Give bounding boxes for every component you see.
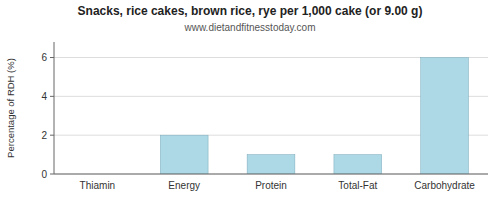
y-axis-label: Percentage of RDH (%) — [5, 58, 16, 158]
x-tick-label: Carbohydrate — [414, 180, 475, 191]
bar — [247, 155, 295, 174]
title: Snacks, rice cakes, brown rice, rye per … — [78, 4, 423, 18]
x-tick-label: Protein — [255, 180, 287, 191]
y-tick — [50, 57, 54, 58]
chart-container: Snacks, rice cakes, brown rice, rye per … — [0, 0, 500, 200]
bars — [160, 58, 468, 174]
chart-svg: Snacks, rice cakes, brown rice, rye per … — [0, 0, 500, 200]
bar — [334, 155, 382, 174]
bar — [160, 135, 208, 174]
y-tick — [50, 96, 54, 97]
y-tick-label: 4 — [41, 91, 47, 102]
x-axis-line — [54, 174, 488, 175]
y-tick — [50, 135, 54, 136]
y-grid — [54, 58, 488, 174]
x-tick-label: Thiamin — [80, 180, 116, 191]
y-tick-label: 6 — [41, 52, 47, 63]
subtitle: www.dietandfitnesstoday.com — [184, 22, 316, 33]
y-tick-label: 2 — [41, 130, 47, 141]
y-axis-line — [54, 42, 55, 174]
background — [0, 0, 500, 200]
x-tick-label: Energy — [168, 180, 200, 191]
y-tick-label: 0 — [41, 169, 47, 180]
x-tick-label: Total-Fat — [338, 180, 377, 191]
y-tick-labels: 0 2 4 6 — [41, 52, 54, 179]
grid-line — [54, 174, 488, 175]
y-tick — [50, 174, 54, 175]
bar — [421, 58, 469, 174]
x-tick-labels: Thiamin Energy Protein Total-Fat Carbohydrat… — [80, 180, 476, 191]
